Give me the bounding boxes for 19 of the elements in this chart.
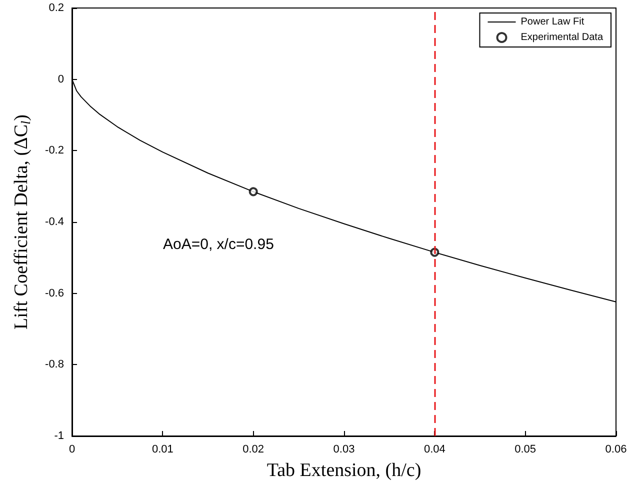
y-tick-label: 0 <box>58 73 64 86</box>
x-tick-label: 0.03 <box>333 444 355 456</box>
x-axis-title: Tab Extension, (h/c) <box>266 460 422 481</box>
x-tick-label: 0.01 <box>152 444 174 456</box>
y-tick-label: -0.6 <box>45 287 64 300</box>
y-tick-label: -0.4 <box>45 216 64 228</box>
y-tick-label: 0.2 <box>48 2 64 14</box>
y-tick-label: -0.2 <box>45 144 64 157</box>
legend-label: Experimental Data <box>520 32 604 43</box>
x-tick-label: 0.02 <box>242 444 264 456</box>
x-tick-label: 0.05 <box>514 444 536 456</box>
x-tick-label: 0.06 <box>605 444 627 456</box>
y-tick-label: -1 <box>54 430 64 442</box>
y-tick-label: -0.8 <box>45 358 64 371</box>
y-axis-title: Lift Coefficient Delta, (ΔCl) <box>11 114 33 330</box>
x-tick-label: 0 <box>68 444 76 456</box>
x-tick-label: 0.04 <box>424 444 446 456</box>
annotation: AoA=0, x/c=0.95 <box>163 236 274 253</box>
legend-label: Power Law Fit <box>520 16 584 28</box>
